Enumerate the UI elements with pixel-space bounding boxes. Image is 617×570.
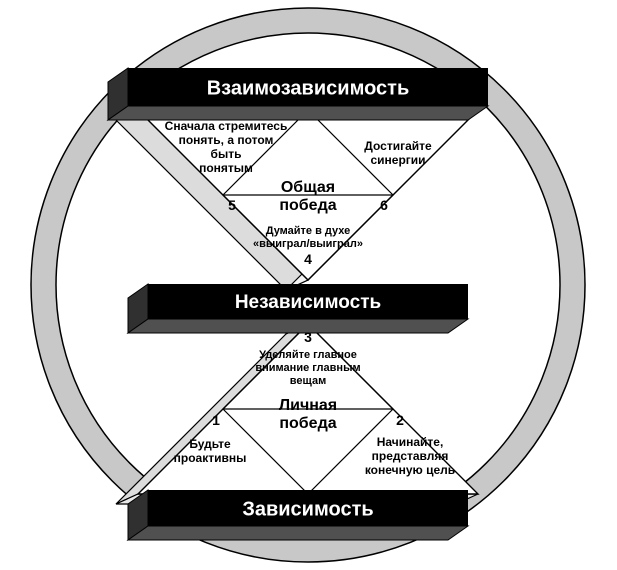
upper-center-l2: победа <box>279 197 336 214</box>
habit5-l2: понять, а потом <box>179 133 274 147</box>
habit2-l1: Начинайте, <box>377 435 444 449</box>
habit4-l1: Думайте в духе <box>266 225 351 237</box>
bottom-banner-text: Зависимость <box>242 498 373 520</box>
habit6-l1: Достигайте <box>364 139 432 153</box>
lower-center-l1: Личная <box>279 397 337 414</box>
habit1-l1: Будьте <box>189 437 231 451</box>
habit5-num: 5 <box>228 197 236 213</box>
top-banner: Взаимозависимость <box>108 68 488 120</box>
habit1-l2: проактивны <box>174 451 247 465</box>
lower-center-l2: победа <box>279 415 336 432</box>
habit3-l2: внимание главным <box>255 362 360 374</box>
upper-center-l1: Общая <box>281 179 335 196</box>
habit3-l3: вещам <box>290 375 326 387</box>
habit2-l2: представляя <box>372 449 449 463</box>
lower-center-label: Личная победа <box>279 397 337 432</box>
habit5-l1: Сначала стремитесь <box>165 119 288 133</box>
middle-banner-text: Независимость <box>235 292 381 313</box>
habit6-num: 6 <box>380 197 388 213</box>
habit5-l4: понятым <box>199 161 253 175</box>
habit4-num: 4 <box>304 251 312 267</box>
habit6-l2: синергии <box>370 153 425 167</box>
habit2-l3: конечную цель <box>365 463 455 477</box>
habit4-l2: «выиграл/выиграл» <box>253 238 363 250</box>
top-banner-text: Взаимозависимость <box>207 77 410 99</box>
middle-banner: Независимость <box>128 284 468 333</box>
habit1-num: 1 <box>212 412 220 428</box>
habit3-l1: Уделяйте главное <box>259 349 357 361</box>
habit2-num: 2 <box>396 412 404 428</box>
habit5-l3: быть <box>211 147 242 161</box>
bottom-banner: Зависимость <box>128 490 468 540</box>
upper-center-label: Общая победа <box>279 179 336 214</box>
